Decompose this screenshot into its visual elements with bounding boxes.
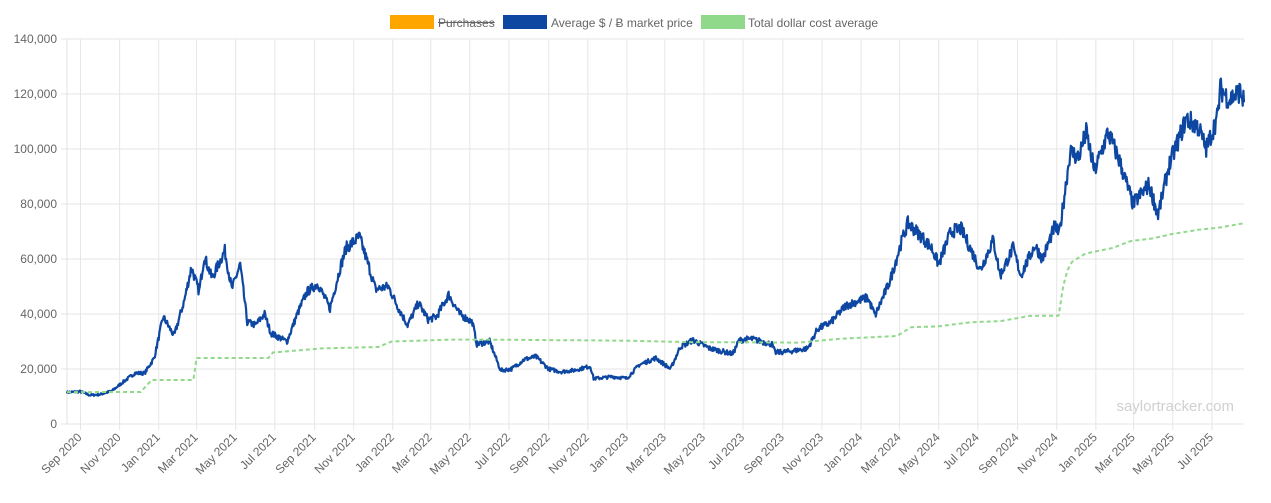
series-lines bbox=[65, 77, 1246, 397]
y-tick-label: 0 bbox=[50, 417, 57, 431]
legend-label: Average $ / Ƀ market price bbox=[551, 16, 693, 30]
x-tick-label: Sep 2020 bbox=[38, 430, 84, 476]
x-tick-label: Sep 2021 bbox=[272, 430, 318, 476]
legend-item-0[interactable]: Purchases bbox=[390, 15, 495, 30]
watermark: saylortracker.com bbox=[1116, 398, 1234, 415]
y-tick-label: 20,000 bbox=[20, 362, 57, 376]
legend-item-1[interactable]: Average $ / Ƀ market price bbox=[503, 15, 693, 30]
y-tick-label: 80,000 bbox=[20, 197, 57, 211]
x-tick-label: Jul 2025 bbox=[1174, 430, 1216, 472]
x-tick-label: Nov 2022 bbox=[546, 430, 592, 476]
series-line-1 bbox=[65, 77, 1246, 397]
x-tick-label: Sep 2024 bbox=[975, 430, 1021, 476]
legend-swatch bbox=[390, 15, 434, 29]
x-tick-label: Nov 2024 bbox=[1015, 430, 1061, 476]
legend[interactable]: Purchases Average $ / Ƀ market price Total… bbox=[390, 15, 878, 30]
x-tick-label: May 2022 bbox=[427, 430, 474, 477]
legend-item-2[interactable]: Total dollar cost average bbox=[701, 15, 878, 30]
x-tick-label: Nov 2023 bbox=[780, 430, 826, 476]
x-tick-label: May 2024 bbox=[896, 430, 943, 477]
x-tick-label: May 2023 bbox=[661, 430, 708, 477]
x-tick-label: Nov 2021 bbox=[312, 430, 358, 476]
legend-swatch bbox=[701, 15, 745, 29]
x-tick-label: Jan 2024 bbox=[820, 430, 865, 475]
x-tick-label: Sep 2023 bbox=[741, 430, 787, 476]
y-tick-label: 100,000 bbox=[14, 142, 58, 156]
x-tick-label: Sep 2022 bbox=[507, 430, 553, 476]
y-tick-label: 140,000 bbox=[14, 32, 58, 46]
y-tick-label: 120,000 bbox=[14, 87, 58, 101]
y-axis: 0 20,000 40,000 60,000 80,000 100,000 120,000 1… bbox=[14, 32, 58, 431]
legend-swatch bbox=[503, 15, 547, 29]
y-tick-label: 60,000 bbox=[20, 252, 57, 266]
series-line-2 bbox=[66, 222, 1245, 394]
x-tick-label: May 2025 bbox=[1130, 430, 1177, 477]
y-tick-label: 40,000 bbox=[20, 307, 57, 321]
grid-lines bbox=[61, 38, 1244, 430]
x-tick-label: Nov 2020 bbox=[77, 430, 123, 476]
legend-label: Total dollar cost average bbox=[748, 16, 878, 30]
x-tick-label: May 2021 bbox=[193, 430, 240, 477]
